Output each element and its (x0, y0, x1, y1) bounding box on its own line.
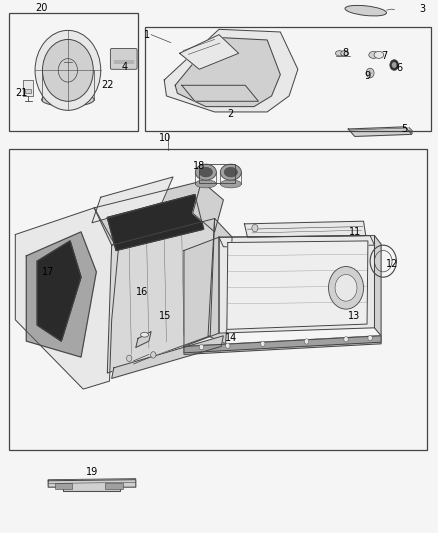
Text: 22: 22 (101, 80, 113, 90)
Bar (145, 27, 431, 131)
Polygon shape (348, 127, 412, 136)
Circle shape (335, 274, 357, 301)
Circle shape (199, 344, 204, 350)
Ellipse shape (341, 51, 349, 56)
Text: 14: 14 (225, 334, 237, 343)
Text: 19: 19 (86, 467, 98, 477)
Circle shape (392, 62, 397, 68)
Text: 13: 13 (348, 311, 360, 320)
Polygon shape (182, 85, 258, 101)
Text: 18: 18 (193, 161, 205, 171)
Bar (9, 13, 138, 131)
Text: 7: 7 (381, 51, 388, 61)
Text: 2: 2 (227, 109, 233, 118)
Text: 16: 16 (136, 287, 148, 297)
Ellipse shape (220, 164, 241, 180)
Text: 11: 11 (349, 227, 361, 237)
Bar (23, 80, 33, 96)
Polygon shape (374, 236, 381, 336)
Polygon shape (227, 241, 368, 329)
Text: 15: 15 (159, 311, 172, 320)
Circle shape (328, 266, 364, 309)
Text: 21: 21 (15, 88, 27, 98)
Ellipse shape (195, 180, 216, 188)
Text: 9: 9 (364, 71, 370, 80)
Polygon shape (208, 219, 232, 344)
Ellipse shape (42, 93, 94, 107)
Ellipse shape (141, 333, 148, 337)
Polygon shape (107, 219, 215, 373)
Ellipse shape (220, 180, 241, 188)
Ellipse shape (336, 51, 343, 56)
Polygon shape (175, 37, 280, 107)
Polygon shape (48, 480, 136, 491)
Bar (105, 483, 123, 489)
Ellipse shape (199, 167, 212, 177)
Polygon shape (94, 181, 215, 245)
Polygon shape (92, 177, 173, 223)
Bar (9, 149, 427, 450)
Text: 1: 1 (144, 30, 150, 39)
Text: 20: 20 (35, 3, 48, 13)
Polygon shape (107, 195, 204, 251)
Circle shape (127, 355, 132, 361)
Circle shape (261, 341, 265, 346)
Circle shape (368, 335, 372, 341)
Circle shape (390, 60, 399, 70)
Polygon shape (37, 241, 81, 341)
Ellipse shape (369, 52, 378, 58)
Polygon shape (15, 208, 118, 389)
Circle shape (344, 337, 348, 342)
Bar (199, 164, 235, 183)
Text: 6: 6 (397, 63, 403, 73)
Polygon shape (184, 336, 381, 353)
Text: 10: 10 (159, 133, 172, 142)
Ellipse shape (374, 52, 384, 58)
Polygon shape (112, 336, 223, 378)
Circle shape (366, 68, 374, 78)
Text: 3: 3 (420, 4, 426, 14)
Polygon shape (193, 181, 223, 232)
Polygon shape (136, 332, 151, 348)
Ellipse shape (224, 167, 237, 177)
Polygon shape (26, 232, 96, 357)
Circle shape (226, 343, 230, 349)
Polygon shape (180, 35, 239, 69)
Polygon shape (184, 336, 381, 354)
Circle shape (58, 59, 78, 82)
Circle shape (304, 339, 309, 344)
Polygon shape (244, 221, 366, 237)
Polygon shape (164, 29, 298, 112)
Text: 12: 12 (386, 259, 398, 269)
FancyBboxPatch shape (110, 49, 137, 69)
Ellipse shape (195, 164, 216, 180)
Circle shape (252, 224, 258, 232)
Text: 8: 8 (342, 49, 348, 58)
Polygon shape (219, 236, 374, 333)
Ellipse shape (345, 5, 386, 16)
Text: 4: 4 (122, 62, 128, 71)
Polygon shape (219, 236, 374, 247)
Bar (25, 89, 31, 93)
Text: 17: 17 (42, 267, 54, 277)
Text: 5: 5 (401, 124, 407, 134)
Circle shape (42, 39, 93, 101)
Bar (55, 483, 72, 489)
Polygon shape (184, 237, 219, 346)
Circle shape (151, 352, 156, 358)
Circle shape (35, 30, 101, 110)
